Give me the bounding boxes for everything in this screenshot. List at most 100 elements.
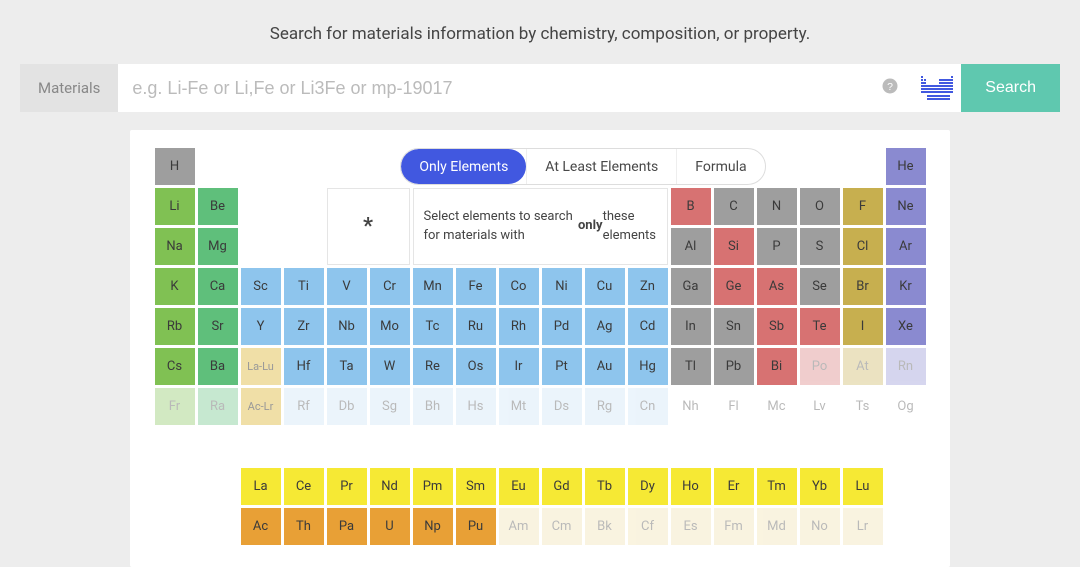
element-Dy[interactable]: Dy (628, 468, 668, 505)
element-B[interactable]: B (671, 188, 711, 225)
element-Ca[interactable]: Ca (198, 268, 238, 305)
element-F[interactable]: F (843, 188, 883, 225)
element-In[interactable]: In (671, 308, 711, 345)
element-C[interactable]: C (714, 188, 754, 225)
element-Al[interactable]: Al (671, 228, 711, 265)
element-Hg[interactable]: Hg (628, 348, 668, 385)
element-Pa[interactable]: Pa (327, 508, 367, 545)
element-Mn[interactable]: Mn (413, 268, 453, 305)
element-Cl[interactable]: Cl (843, 228, 883, 265)
element-Lu[interactable]: Lu (843, 468, 883, 505)
element-U[interactable]: U (370, 508, 410, 545)
element-Lr[interactable]: Lr (843, 508, 883, 545)
tab-at-least-elements[interactable]: At Least Elements (526, 149, 676, 184)
element-Mg[interactable]: Mg (198, 228, 238, 265)
element-Ir[interactable]: Ir (499, 348, 539, 385)
element-Sr[interactable]: Sr (198, 308, 238, 345)
element-Tb[interactable]: Tb (585, 468, 625, 505)
element-K[interactable]: K (155, 268, 195, 305)
element-Pr[interactable]: Pr (327, 468, 367, 505)
element-Ag[interactable]: Ag (585, 308, 625, 345)
element-Be[interactable]: Be (198, 188, 238, 225)
element-Gd[interactable]: Gd (542, 468, 582, 505)
element-Nd[interactable]: Nd (370, 468, 410, 505)
tab-formula[interactable]: Formula (676, 149, 764, 184)
element-Ti[interactable]: Ti (284, 268, 324, 305)
element-Sb[interactable]: Sb (757, 308, 797, 345)
periodic-table-icon[interactable] (913, 64, 961, 112)
element-Hs[interactable]: Hs (456, 388, 496, 425)
element-Ta[interactable]: Ta (327, 348, 367, 385)
element-V[interactable]: V (327, 268, 367, 305)
element-Ds[interactable]: Ds (542, 388, 582, 425)
element-N[interactable]: N (757, 188, 797, 225)
element-Yb[interactable]: Yb (800, 468, 840, 505)
element-Rg[interactable]: Rg (585, 388, 625, 425)
wildcard-button[interactable]: * (327, 188, 410, 265)
search-input[interactable] (132, 78, 873, 99)
element-Lv[interactable]: Lv (800, 388, 840, 425)
element-No[interactable]: No (800, 508, 840, 545)
element-Pd[interactable]: Pd (542, 308, 582, 345)
element-Os[interactable]: Os (456, 348, 496, 385)
element-Nb[interactable]: Nb (327, 308, 367, 345)
element-Es[interactable]: Es (671, 508, 711, 545)
element-W[interactable]: W (370, 348, 410, 385)
element-Pu[interactable]: Pu (456, 508, 496, 545)
element-Cd[interactable]: Cd (628, 308, 668, 345)
element-Ba[interactable]: Ba (198, 348, 238, 385)
element-Er[interactable]: Er (714, 468, 754, 505)
element-Ne[interactable]: Ne (886, 188, 926, 225)
element-Te[interactable]: Te (800, 308, 840, 345)
element-Si[interactable]: Si (714, 228, 754, 265)
element-Fl[interactable]: Fl (714, 388, 754, 425)
element-Sg[interactable]: Sg (370, 388, 410, 425)
search-button[interactable]: Search (961, 64, 1060, 112)
element-Cn[interactable]: Cn (628, 388, 668, 425)
element-Cf[interactable]: Cf (628, 508, 668, 545)
element-Ac[interactable]: Ac (241, 508, 281, 545)
element-Eu[interactable]: Eu (499, 468, 539, 505)
element-Cs[interactable]: Cs (155, 348, 195, 385)
element-Db[interactable]: Db (327, 388, 367, 425)
element-Zn[interactable]: Zn (628, 268, 668, 305)
element-Hf[interactable]: Hf (284, 348, 324, 385)
element-Se[interactable]: Se (800, 268, 840, 305)
element-Rb[interactable]: Rb (155, 308, 195, 345)
element-O[interactable]: O (800, 188, 840, 225)
element-Tl[interactable]: Tl (671, 348, 711, 385)
element-Th[interactable]: Th (284, 508, 324, 545)
element-Am[interactable]: Am (499, 508, 539, 545)
element-Li[interactable]: Li (155, 188, 195, 225)
element-Ga[interactable]: Ga (671, 268, 711, 305)
element-Pb[interactable]: Pb (714, 348, 754, 385)
tab-only-elements[interactable]: Only Elements (401, 149, 526, 184)
element-At[interactable]: At (843, 348, 883, 385)
element-Ac-Lr[interactable]: Ac-Lr (241, 388, 281, 425)
element-Ge[interactable]: Ge (714, 268, 754, 305)
element-H[interactable]: H (155, 148, 195, 185)
element-Bh[interactable]: Bh (413, 388, 453, 425)
element-Co[interactable]: Co (499, 268, 539, 305)
element-La[interactable]: La (241, 468, 281, 505)
element-Ni[interactable]: Ni (542, 268, 582, 305)
element-Tm[interactable]: Tm (757, 468, 797, 505)
element-Zr[interactable]: Zr (284, 308, 324, 345)
element-Mt[interactable]: Mt (499, 388, 539, 425)
element-Au[interactable]: Au (585, 348, 625, 385)
element-Sm[interactable]: Sm (456, 468, 496, 505)
element-Np[interactable]: Np (413, 508, 453, 545)
element-Tc[interactable]: Tc (413, 308, 453, 345)
element-Nh[interactable]: Nh (671, 388, 711, 425)
element-Ar[interactable]: Ar (886, 228, 926, 265)
element-He[interactable]: He (886, 148, 926, 185)
element-Re[interactable]: Re (413, 348, 453, 385)
element-P[interactable]: P (757, 228, 797, 265)
element-Fr[interactable]: Fr (155, 388, 195, 425)
element-S[interactable]: S (800, 228, 840, 265)
help-icon[interactable]: ? (881, 77, 899, 100)
element-Rf[interactable]: Rf (284, 388, 324, 425)
element-Sc[interactable]: Sc (241, 268, 281, 305)
element-Cm[interactable]: Cm (542, 508, 582, 545)
element-Y[interactable]: Y (241, 308, 281, 345)
